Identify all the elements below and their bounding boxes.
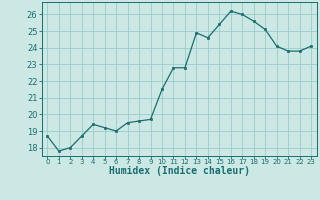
X-axis label: Humidex (Indice chaleur): Humidex (Indice chaleur): [109, 166, 250, 176]
